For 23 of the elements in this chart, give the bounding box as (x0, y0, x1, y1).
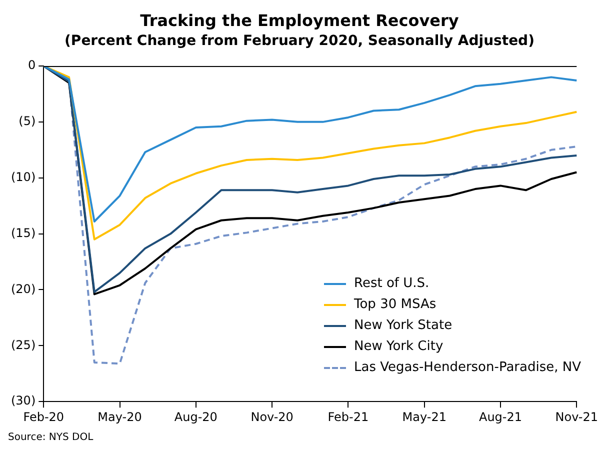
x-tick-label: Feb-20 (23, 410, 64, 424)
legend-label: Rest of U.S. (354, 275, 430, 293)
x-tick-label: Feb-21 (328, 410, 369, 424)
x-tick-label: Nov-20 (250, 410, 294, 424)
y-tick-label: (30) (10, 394, 36, 408)
legend-label: New York State (354, 317, 452, 335)
legend-label: Las Vegas-Henderson-Paradise, NV (354, 359, 581, 377)
source-note: Source: NYS DOL (8, 432, 94, 443)
y-tick-label: (20) (10, 282, 36, 296)
y-tick-label: 0 (28, 58, 36, 72)
x-tick-label: May-21 (402, 410, 446, 424)
y-tick-label: (15) (10, 226, 36, 240)
legend-label: Top 30 MSAs (354, 296, 436, 314)
x-tick-label: Aug-21 (478, 410, 522, 424)
x-tick-label: Nov-21 (555, 410, 598, 424)
y-tick-label: (25) (10, 338, 36, 352)
y-tick-label: (10) (10, 170, 36, 184)
legend-label: New York City (354, 338, 444, 356)
y-tick-label: (5) (18, 114, 36, 128)
x-tick-label: May-20 (98, 410, 142, 424)
chart-title: Tracking the Employment Recovery (140, 10, 460, 30)
x-tick-label: Aug-20 (174, 410, 218, 424)
chart-subtitle: (Percent Change from February 2020, Seasonally Adjusted) (64, 33, 534, 50)
